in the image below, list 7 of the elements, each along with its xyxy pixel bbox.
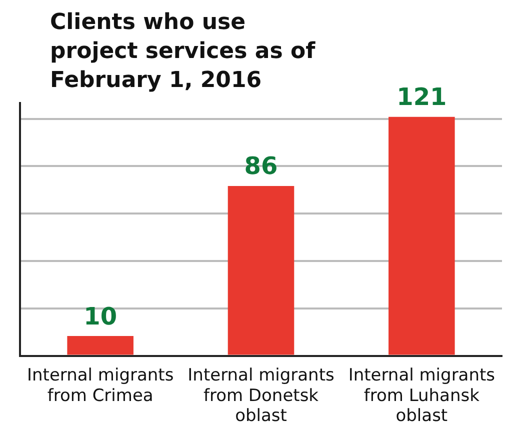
x-tick-label: Internal migrants from Crimea xyxy=(26,365,174,406)
x-tick-label: Internal migrants from Luhansk oblast xyxy=(348,365,496,426)
x-tick-label: Internal migrants from Donetsk oblast xyxy=(188,365,334,426)
data-label: 121 xyxy=(396,83,447,112)
data-label: 86 xyxy=(244,152,278,180)
chart-title: Clients who use project services as of February 1, 2016 xyxy=(50,9,316,95)
data-label: 10 xyxy=(84,302,118,330)
